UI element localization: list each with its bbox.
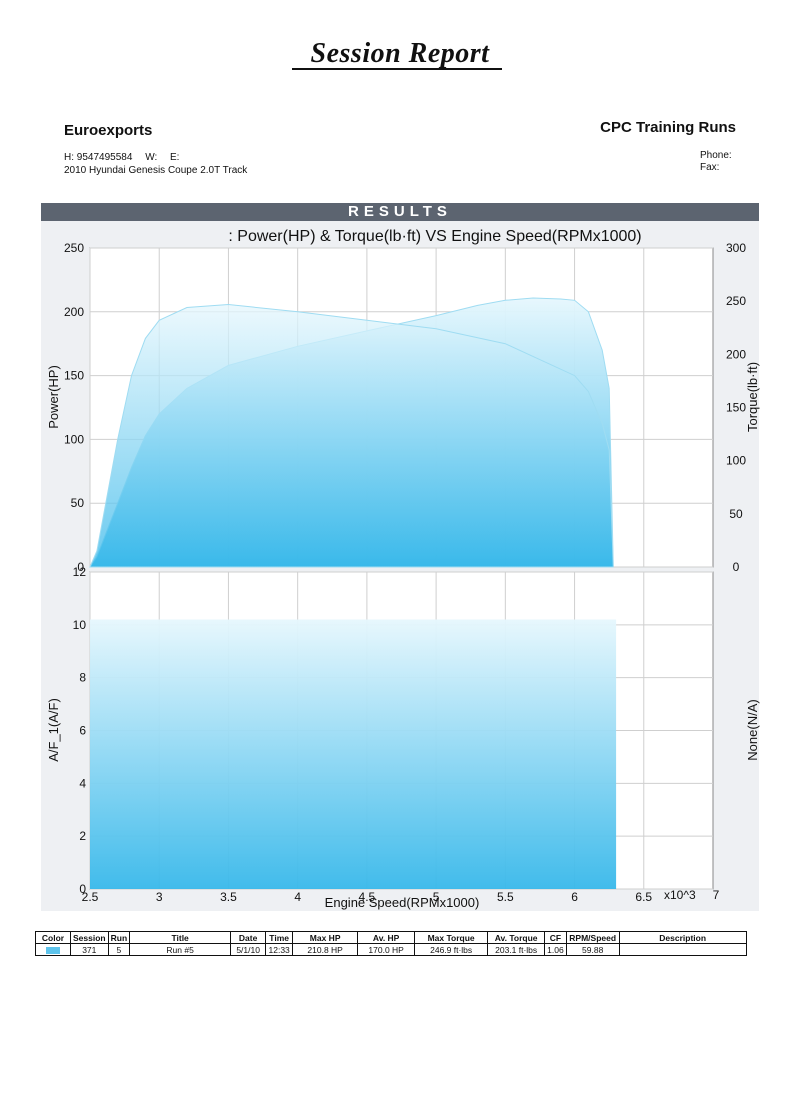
y-tick-label-af: 10 [73, 618, 87, 632]
session-name: CPC Training Runs [600, 119, 736, 136]
cell-title: Run #5 [129, 943, 232, 956]
y-tick-label-af: 8 [79, 671, 86, 685]
x-tick-label: 3.5 [220, 890, 237, 904]
y-tick-label-torque: 0 [733, 560, 740, 574]
cell-description [618, 943, 747, 956]
col-title: Title [129, 931, 232, 944]
x-tick-label: 3 [156, 890, 163, 904]
col-av-torque: Av. Torque [487, 931, 546, 944]
col-description: Description [618, 931, 747, 944]
x-tick-label: 6 [571, 890, 578, 904]
col-av-hp: Av. HP [357, 931, 416, 944]
cell-color [35, 943, 71, 956]
y-tick-label-torque: 50 [729, 507, 743, 521]
cell-rpm-speed: 59.88 [565, 943, 620, 956]
x-tick-label-last: 7 [713, 888, 720, 902]
y-tick-label-torque: 300 [726, 241, 746, 255]
y-tick-label-power: 0 [77, 560, 84, 574]
company-name: Euroexports [64, 122, 153, 139]
af-curve-area [90, 619, 617, 889]
x-tick-label: 5.5 [497, 890, 514, 904]
title-underline [292, 68, 502, 70]
y-tick-label-af: 4 [79, 776, 86, 790]
cell-date: 5/1/10 [230, 943, 267, 956]
table-row: 371 5 Run #5 5/1/10 12:33 210.8 HP 170.0… [35, 943, 747, 956]
x-tick-label: 5 [433, 890, 440, 904]
x-tick-label: 4 [294, 890, 301, 904]
y-tick-label-power: 50 [71, 496, 85, 510]
fax-label: Fax: [700, 162, 720, 173]
cell-run: 5 [107, 943, 131, 956]
col-date: Date [230, 931, 267, 944]
y-axis-label-power: Power(HP) [46, 365, 61, 429]
col-max-hp: Max HP [292, 931, 359, 944]
cell-time: 12:33 [265, 943, 294, 956]
col-run: Run [107, 931, 131, 944]
y-tick-label-power: 250 [64, 241, 84, 255]
results-banner: RESULTS [41, 203, 759, 221]
y-tick-label-torque: 150 [726, 401, 746, 415]
cell-av-torque: 203.1 ft·lbs [487, 943, 546, 956]
y-axis-label-af: A/F_1(A/F) [46, 698, 61, 762]
x-axis-label: Engine Speed(RPMx1000) [325, 895, 480, 910]
y-tick-label-af: 6 [79, 724, 86, 738]
cell-av-hp: 170.0 HP [357, 943, 416, 956]
y-tick-label-torque: 200 [726, 347, 746, 361]
col-time: Time [265, 931, 294, 944]
vehicle-description: 2010 Hyundai Genesis Coupe 2.0T Track [64, 165, 248, 176]
col-rpm-speed: RPM/Speed [565, 931, 620, 944]
phone-label: Phone: [700, 150, 732, 161]
cell-session: 371 [70, 943, 109, 956]
y-tick-label-af: 0 [79, 882, 86, 896]
y-axis-label-none: None(N/A) [745, 699, 760, 760]
col-session: Session [70, 931, 109, 944]
contact-work: W: [145, 152, 158, 163]
col-cf: CF [544, 931, 567, 944]
torque-curve-area [89, 303, 614, 568]
x-tick-label: 2.5 [82, 890, 99, 904]
contact-line: H: 9547495584 W: E: [64, 152, 189, 163]
y-tick-label-power: 150 [64, 369, 84, 383]
contact-home: H: 9547495584 [64, 152, 133, 163]
y-tick-label-power: 100 [64, 432, 84, 446]
report-title: Session Report [310, 38, 490, 69]
x-axis-multiplier: x10^3 [664, 888, 696, 902]
cell-cf: 1.06 [544, 943, 567, 956]
y-tick-label-af: 12 [73, 565, 87, 579]
dyno-charts: : Power(HP) & Torque(lb·ft) VS Engine Sp… [41, 221, 760, 911]
y-tick-label-torque: 250 [726, 294, 746, 308]
x-tick-label: 4.5 [359, 890, 376, 904]
cell-max-hp: 210.8 HP [292, 943, 359, 956]
results-table: Color Session Run Title Date Time Max HP… [35, 931, 747, 956]
cell-max-torque: 246.9 ft·lbs [414, 943, 489, 956]
col-color: Color [35, 931, 71, 944]
x-tick-label: 6.5 [635, 890, 652, 904]
y-tick-label-torque: 100 [726, 454, 746, 468]
y-tick-label-power: 200 [64, 305, 84, 319]
y-axis-label-torque: Torque(lb·ft) [745, 362, 760, 432]
col-max-torque: Max Torque [414, 931, 489, 944]
run-color-swatch [46, 946, 60, 954]
y-tick-label-af: 2 [79, 829, 86, 843]
phone-fax: Phone: Fax: [700, 150, 732, 174]
chart-title: : Power(HP) & Torque(lb·ft) VS Engine Sp… [228, 228, 641, 245]
contact-email: E: [170, 152, 180, 163]
table-header-row: Color Session Run Title Date Time Max HP… [35, 931, 747, 944]
